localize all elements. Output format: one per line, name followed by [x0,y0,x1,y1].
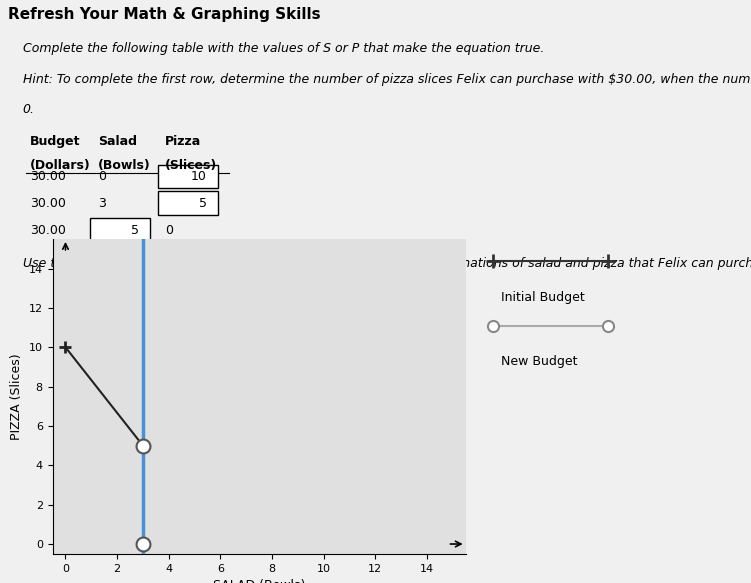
Y-axis label: PIZZA (Slices): PIZZA (Slices) [11,353,23,440]
Text: Pizza: Pizza [165,135,201,147]
Text: Budget: Budget [30,135,80,147]
FancyBboxPatch shape [158,191,218,215]
Text: (Dollars): (Dollars) [30,159,91,172]
Text: 0.: 0. [23,103,35,116]
Text: 30.00: 30.00 [30,170,66,183]
Text: 10: 10 [191,170,207,183]
FancyBboxPatch shape [90,219,150,242]
Text: 3: 3 [98,196,105,210]
Text: Salad: Salad [98,135,137,147]
Text: 5: 5 [131,224,139,237]
Text: 5: 5 [198,196,207,210]
Text: 0: 0 [98,170,106,183]
X-axis label: SALAD (Bowls): SALAD (Bowls) [213,579,306,583]
Text: 30.00: 30.00 [30,224,66,237]
Text: New Budget: New Budget [501,355,578,368]
Text: Complete the following table with the values of S or P that make the equation tr: Complete the following table with the va… [23,41,544,55]
Text: Use the black line (plus symbols) to plot the line illustrating the combinations: Use the black line (plus symbols) to plo… [23,257,751,270]
Text: (Bowls): (Bowls) [98,159,150,172]
FancyBboxPatch shape [158,164,218,188]
Text: 30.00: 30.00 [30,196,66,210]
Text: (Slices): (Slices) [165,159,218,172]
Text: Refresh Your Math & Graphing Skills: Refresh Your Math & Graphing Skills [8,8,320,22]
Text: 0: 0 [165,224,173,237]
Text: Initial Budget: Initial Budget [501,291,585,304]
Text: Hint: To complete the first row, determine the number of pizza slices Felix can : Hint: To complete the first row, determi… [23,73,751,86]
